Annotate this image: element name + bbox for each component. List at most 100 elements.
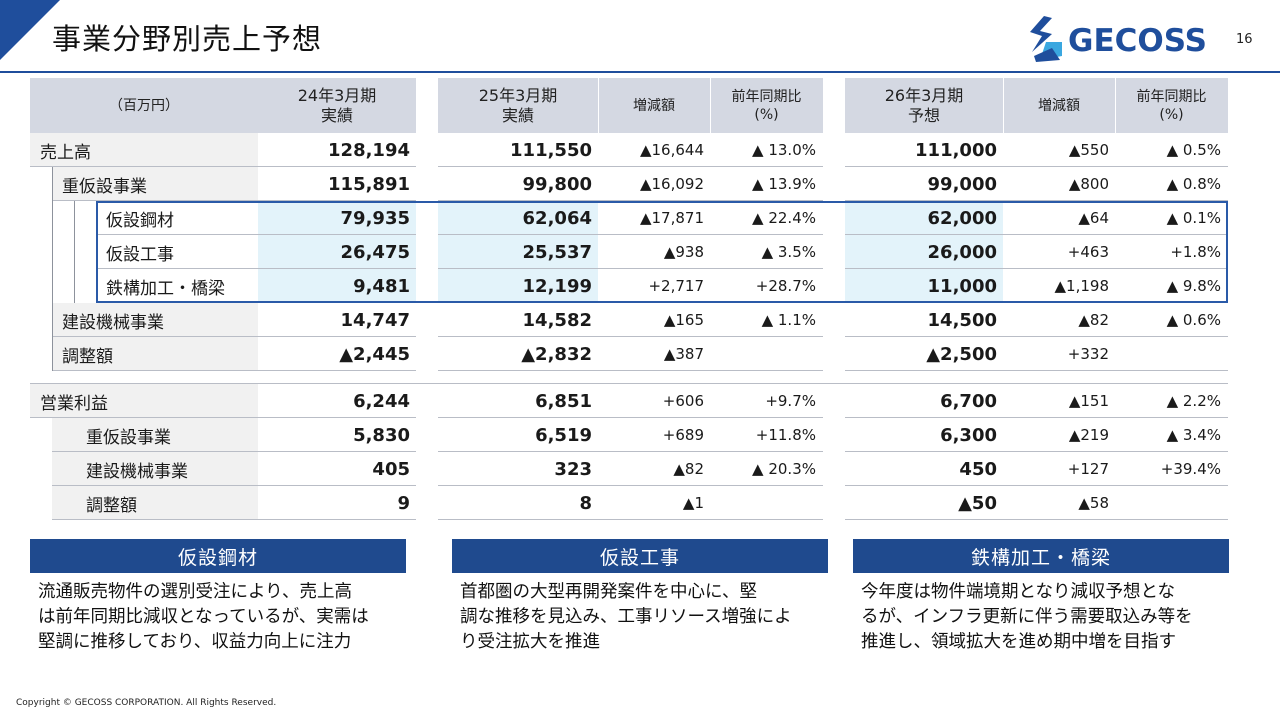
title-rule [0,71,1280,73]
cell-yoy26: +39.4% [1160,460,1221,478]
header-yoy26: 前年同期比 (%) [1115,78,1228,133]
header-unit-line: （百万円） [109,97,179,114]
cell-yoy25: ▲ 1.1% [761,311,816,329]
cell-yoy26: +1.8% [1170,243,1221,261]
cell-fy26: 62,000 [927,207,997,229]
section-title: 仮設鋼材 [30,539,406,573]
gecoss-logo-icon: GECOSS [1030,16,1207,62]
row-label-bg [30,384,258,418]
row-divider [30,417,1228,418]
indent-line-sub [74,201,75,303]
section-body-line: 流通販売物件の選別受注により、売上高 [38,582,352,602]
section-body-line: 堅調に推移しており、収益力向上に注力 [38,632,352,652]
cell-chg26: +463 [1067,243,1109,261]
cell-yoy25: ▲ 22.4% [752,209,816,227]
column-gutter [416,452,438,487]
header-chg26: 増減額 [1003,78,1115,133]
cell-chg25: ▲16,644 [639,141,704,159]
row-label: 建設機械事業 [86,461,188,482]
column-gutter [823,201,845,236]
column-gutter [823,235,845,270]
header-yoy25-line: 前年同期比 [731,88,802,105]
column-gutter [823,133,845,168]
column-gutter [823,167,845,202]
cell-fy24: ▲2,445 [339,343,410,365]
cell-yoy26: ▲ 9.8% [1166,277,1221,295]
column-gutter [416,201,438,236]
row-label: 重仮設事業 [62,176,147,197]
column-gutter [416,418,438,453]
highlight-frame [96,201,1228,303]
column-gutter [416,133,438,168]
header-yoy25: 前年同期比 (%) [710,78,823,133]
cell-chg26: ▲64 [1078,209,1109,227]
header-fy26: 26年3月期 予想 [845,78,1003,133]
cell-fy26: 450 [959,458,997,480]
cell-chg25: ▲387 [663,345,704,363]
cell-fy24: 9,481 [353,275,410,297]
header-yoy26-line: 前年同期比 [1136,88,1207,105]
row-divider [96,234,1228,235]
row-label-bg [52,418,258,452]
cell-fy25: ▲2,832 [521,343,592,365]
column-gutter [416,235,438,270]
cell-chg26: ▲58 [1078,494,1109,512]
cell-chg26: ▲82 [1078,311,1109,329]
title-accent-triangle [0,0,60,60]
header-separator [1003,78,1004,133]
cell-chg25: ▲82 [673,460,704,478]
cell-yoy25: +11.8% [755,426,816,444]
cell-fy24: 5,830 [353,424,410,446]
column-gutter [823,269,845,304]
cell-yoy26: ▲ 0.1% [1166,209,1221,227]
cell-fy25: 6,851 [535,390,592,412]
header-chg26-line: 増減額 [1038,97,1080,114]
cell-chg25: ▲1 [682,494,704,512]
row-label-bg [30,133,258,167]
cell-fy25: 25,537 [522,241,592,263]
cell-fy26: 6,700 [940,390,997,412]
cell-chg26: ▲550 [1068,141,1109,159]
highlight-bg-fy26 [845,201,1003,303]
row-divider [52,519,1228,520]
cell-chg25: ▲165 [663,311,704,329]
cell-fy24: 115,891 [328,173,410,195]
table-row: 重仮設事業 5,830 6,519 +689 +11.8% 6,300 ▲219 ▲ 3.4% [30,418,1228,453]
cell-fy26: 111,000 [915,139,997,161]
header-chg25: 増減額 [598,78,710,133]
cell-yoy26: ▲ 2.2% [1166,392,1221,410]
column-gutter [823,452,845,487]
table-row: 営業利益 6,244 6,851 +606 +9.7% 6,700 ▲151 ▲ 2.2% [30,384,1228,419]
section-body-line: るが、インフラ更新に伴う需要取込み等を [861,607,1193,627]
cell-fy25: 14,582 [522,309,592,331]
column-gutter [416,303,438,338]
row-divider [30,166,1228,167]
row-label: 鉄構加工・橋梁 [106,278,225,299]
column-gutter [416,167,438,202]
header-fy26-line: 予想 [907,105,940,125]
cell-fy24: 26,475 [340,241,410,263]
highlight-bg-fy25 [438,201,598,303]
section-title: 仮設工事 [452,539,828,573]
cell-fy24: 128,194 [328,139,410,161]
row-label-bg [52,452,258,486]
cell-fy26: 26,000 [927,241,997,263]
header-fy24: 24年3月期 実績 [258,78,416,133]
table-row: 仮設工事 26,475 25,537 ▲938 ▲ 3.5% 26,000 +463 +1.8… [30,235,1228,270]
sales-forecast-table: （百万円） 24年3月期 実績 25年3月期 実績 増減額 前年同期比 (%) 26年3月期 予想… [30,78,1228,522]
cell-chg25: ▲938 [663,243,704,261]
cell-fy25: 62,064 [522,207,592,229]
header-separator [598,78,599,133]
column-gutter [823,303,845,338]
row-label: 仮設工事 [106,244,174,265]
cell-chg26: ▲151 [1068,392,1109,410]
row-divider [52,370,1228,371]
section-body-line: 推進し、領域拡大を進め期中増を目指す [861,632,1176,652]
row-label-bg [52,303,258,337]
section-body-line: 今年度は物件端境期となり減収予想とな [861,582,1175,602]
cell-chg25: +2,717 [648,277,704,295]
cell-chg25: ▲17,871 [639,209,704,227]
cell-yoy25: ▲ 13.0% [752,141,816,159]
row-divider [52,200,1228,201]
row-label: 仮設鋼材 [106,210,174,231]
